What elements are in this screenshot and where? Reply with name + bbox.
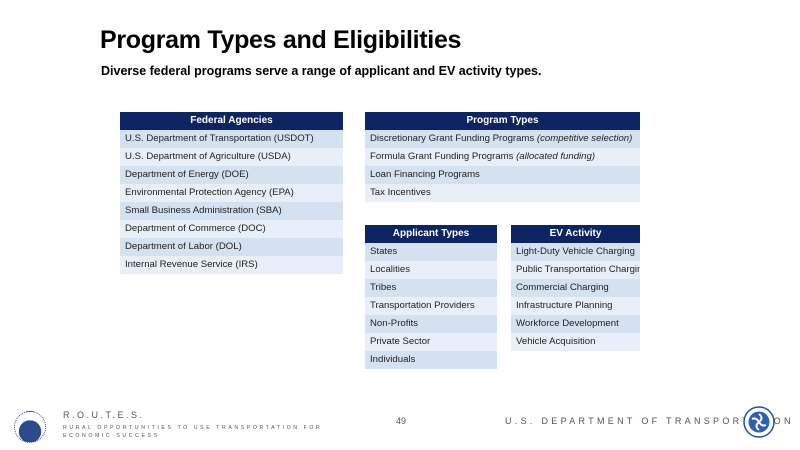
table-row: U.S. Department of Transportation (USDOT… — [120, 130, 343, 148]
program-types-table: Program Types Discretionary Grant Fundin… — [365, 112, 640, 202]
row-text: Small Business Administration (SBA) — [125, 205, 282, 216]
table-row: Vehicle Acquisition — [511, 333, 640, 351]
row-text: U.S. Department of Agriculture (USDA) — [125, 151, 291, 162]
routes-title: R.O.U.T.E.S. — [63, 410, 145, 420]
table-row: Transportation Providers — [365, 297, 497, 315]
row-note: (allocated funding) — [516, 151, 596, 162]
row-text: Department of Labor (DOL) — [125, 241, 242, 252]
row-text: U.S. Department of Transportation (USDOT… — [125, 133, 314, 144]
table-row: Individuals — [365, 351, 497, 369]
table-row: Public Transportation Charging — [511, 261, 640, 279]
table-row: Small Business Administration (SBA) — [120, 202, 343, 220]
table-row: Non-Profits — [365, 315, 497, 333]
table-row: Tribes — [365, 279, 497, 297]
row-text: Environmental Protection Agency (EPA) — [125, 187, 294, 198]
row-text: Infrastructure Planning — [516, 300, 613, 311]
row-text: Commercial Charging — [516, 282, 609, 293]
ev-activity-table: EV Activity Light-Duty Vehicle Charging P… — [511, 225, 640, 351]
table-row: Localities — [365, 261, 497, 279]
table-header: Applicant Types — [365, 225, 497, 243]
applicant-types-table: Applicant Types States Localities Tribes Tr… — [365, 225, 497, 369]
row-text: Private Sector — [370, 336, 431, 347]
row-text: Transportation Providers — [370, 300, 475, 311]
table-row: Workforce Development — [511, 315, 640, 333]
table-row: Department of Labor (DOL) — [120, 238, 343, 256]
row-text: Tax Incentives — [370, 187, 431, 198]
table-row: Infrastructure Planning — [511, 297, 640, 315]
table-row: Discretionary Grant Funding Programs (co… — [365, 130, 640, 148]
row-text: Non-Profits — [370, 318, 418, 329]
row-note: (competitive selection) — [536, 133, 633, 144]
federal-agencies-table: Federal Agencies U.S. Department of Tran… — [120, 112, 343, 274]
row-text: Vehicle Acquisition — [516, 336, 596, 347]
table-row: Department of Commerce (DOC) — [120, 220, 343, 238]
row-text: Public Transportation Charging — [516, 264, 640, 275]
department-name: U.S. DEPARTMENT OF TRANSPORTATION — [505, 416, 794, 426]
row-text: Light-Duty Vehicle Charging — [516, 246, 635, 257]
table-row: Loan Financing Programs — [365, 166, 640, 184]
row-text: Department of Commerce (DOC) — [125, 223, 266, 234]
table-row: States — [365, 243, 497, 261]
row-text: Loan Financing Programs — [370, 169, 480, 180]
table-row: Private Sector — [365, 333, 497, 351]
row-text: Discretionary Grant Funding Programs — [370, 133, 537, 144]
row-text: Individuals — [370, 354, 416, 365]
page-number: 49 — [396, 416, 407, 426]
row-text: Internal Revenue Service (IRS) — [125, 259, 258, 270]
page-subtitle: Diverse federal programs serve a range o… — [101, 64, 542, 78]
table-row: U.S. Department of Agriculture (USDA) — [120, 148, 343, 166]
routes-subtitle: RURAL OPPORTUNITIES TO USE TRANSPORTATIO… — [63, 425, 323, 439]
page-title: Program Types and Eligibilities — [100, 26, 462, 54]
row-text: Workforce Development — [516, 318, 619, 329]
table-header: Federal Agencies — [120, 112, 343, 130]
table-header: EV Activity — [511, 225, 640, 243]
row-text: Department of Energy (DOE) — [125, 169, 249, 180]
table-row: Department of Energy (DOE) — [120, 166, 343, 184]
routes-logo-icon — [14, 411, 46, 443]
table-header: Program Types — [365, 112, 640, 130]
row-text: Formula Grant Funding Programs — [370, 151, 517, 162]
row-text: Tribes — [370, 282, 397, 293]
table-row: Formula Grant Funding Programs (allocate… — [365, 148, 640, 166]
table-row: Tax Incentives — [365, 184, 640, 202]
table-row: Environmental Protection Agency (EPA) — [120, 184, 343, 202]
usdot-seal-icon — [743, 406, 775, 438]
table-row: Commercial Charging — [511, 279, 640, 297]
row-text: Localities — [370, 264, 410, 275]
table-row: Internal Revenue Service (IRS) — [120, 256, 343, 274]
table-row: Light-Duty Vehicle Charging — [511, 243, 640, 261]
row-text: States — [370, 246, 398, 257]
